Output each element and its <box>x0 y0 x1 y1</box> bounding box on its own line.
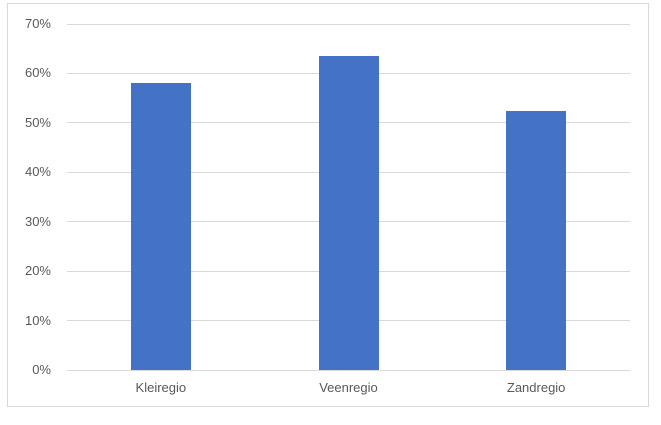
y-axis-tick-label: 50% <box>24 114 51 130</box>
y-axis-tick-label: 60% <box>24 65 51 81</box>
chart-frame: 0% 10% 20% 30% 40% 50% 60% 70% Kleiregio Veenregi… <box>7 3 649 407</box>
x-axis-category-label: Veenregio <box>319 380 378 395</box>
x-axis-category-label: Kleiregio <box>135 380 187 395</box>
x-axis-category-label: Zandregio <box>506 380 566 395</box>
y-axis-tick-label: 40% <box>24 164 51 180</box>
gridline <box>67 23 630 25</box>
y-axis-tick-label: 70% <box>24 16 51 31</box>
y-axis-tick-label: 0% <box>32 362 51 377</box>
x-axis-line <box>67 369 630 371</box>
y-axis-tick-label: 10% <box>24 312 51 328</box>
bar-kleiregio <box>130 83 191 370</box>
bar-veenregio <box>318 56 379 370</box>
y-axis-tick-label: 30% <box>24 213 51 229</box>
bar-zandregio <box>506 110 567 370</box>
y-axis-tick-label: 20% <box>24 263 51 279</box>
